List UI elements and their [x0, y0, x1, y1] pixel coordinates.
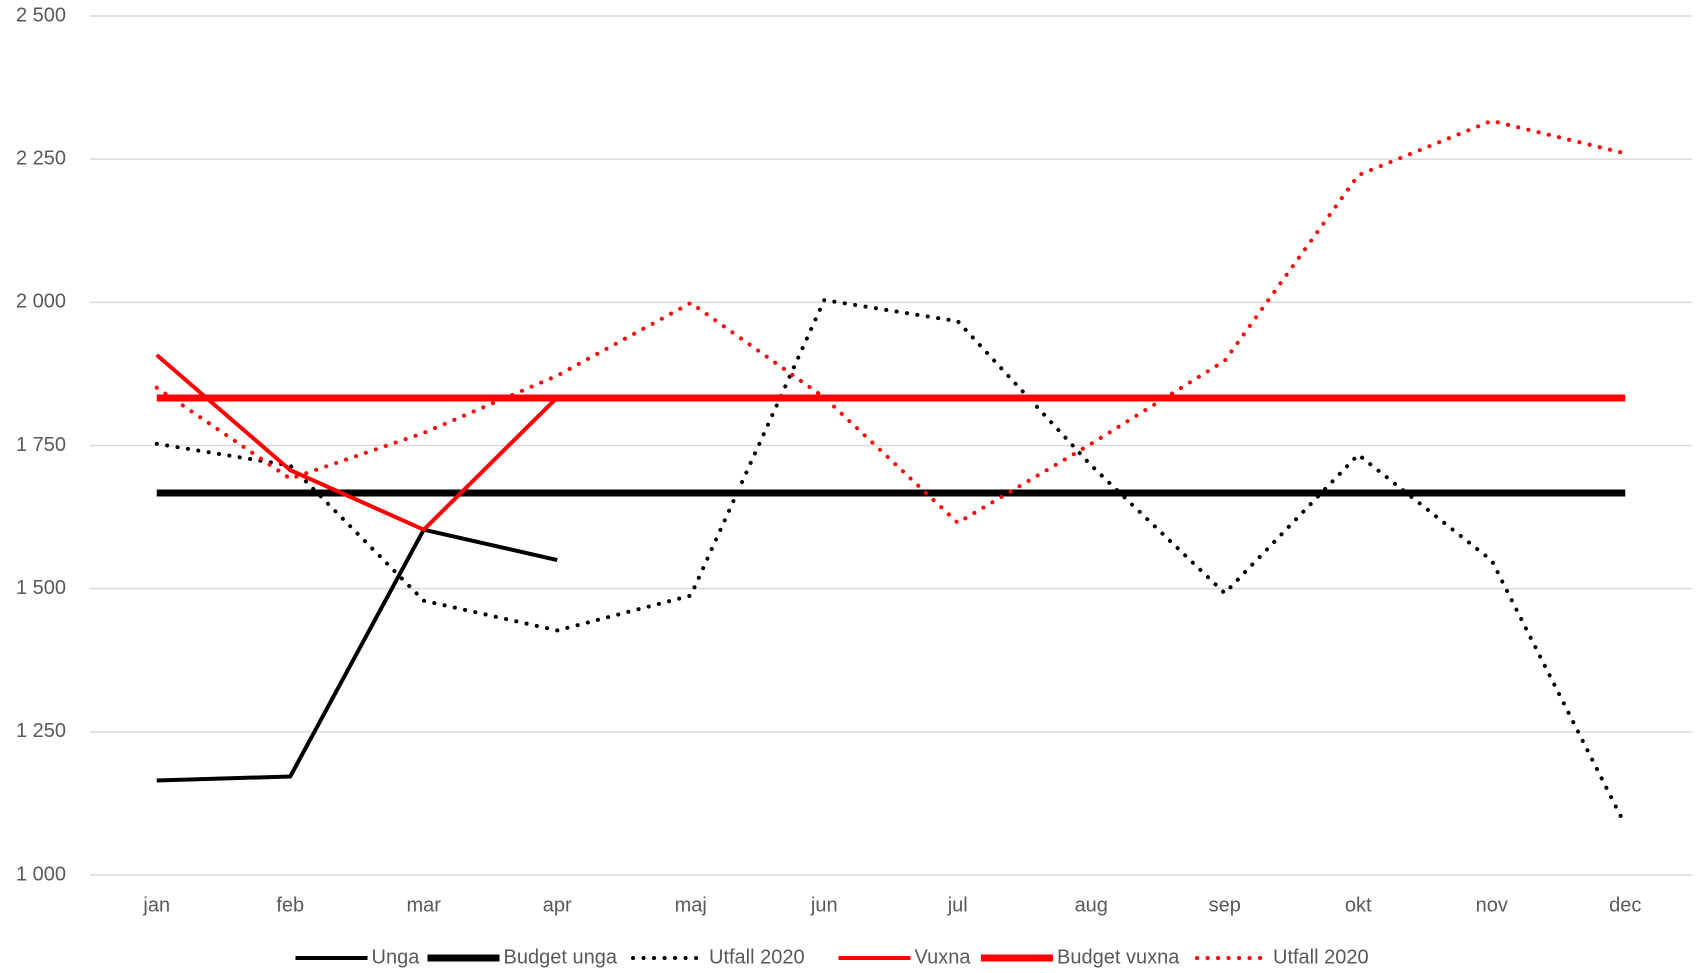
x-tick-label: maj [675, 894, 707, 916]
x-tick-label: jan [142, 894, 170, 916]
x-tick-label: nov [1476, 894, 1508, 916]
y-tick-label: 2 500 [16, 4, 66, 26]
series-line [154, 118, 1628, 525]
legend-label: Unga [372, 946, 421, 968]
x-tick-label: jul [947, 894, 968, 916]
y-tick-label: 1 750 [16, 434, 66, 456]
x-tick-label: apr [543, 894, 572, 916]
x-tick-label: sep [1209, 894, 1241, 916]
x-tick-label: jun [810, 894, 838, 916]
legend-label: Budget vuxna [1057, 946, 1180, 968]
y-tick-label: 1 500 [16, 577, 66, 599]
series-line [156, 527, 558, 783]
legend-label: Vuxna [915, 946, 972, 968]
legend-label: Utfall 2020 [709, 946, 805, 968]
y-tick-label: 2 250 [16, 147, 66, 169]
x-tick-label: mar [407, 894, 442, 916]
series-line [154, 298, 1628, 828]
y-tick-label: 2 000 [16, 291, 66, 313]
series-line [155, 353, 559, 532]
x-tick-label: okt [1345, 894, 1372, 916]
x-tick-label: aug [1075, 894, 1108, 916]
x-tick-label: feb [276, 894, 304, 916]
y-tick-label: 1 000 [16, 863, 66, 885]
legend-label: Utfall 2020 [1273, 946, 1369, 968]
y-tick-label: 1 250 [16, 720, 66, 742]
x-tick-label: dec [1609, 894, 1641, 916]
legend-label: Budget unga [504, 946, 618, 968]
